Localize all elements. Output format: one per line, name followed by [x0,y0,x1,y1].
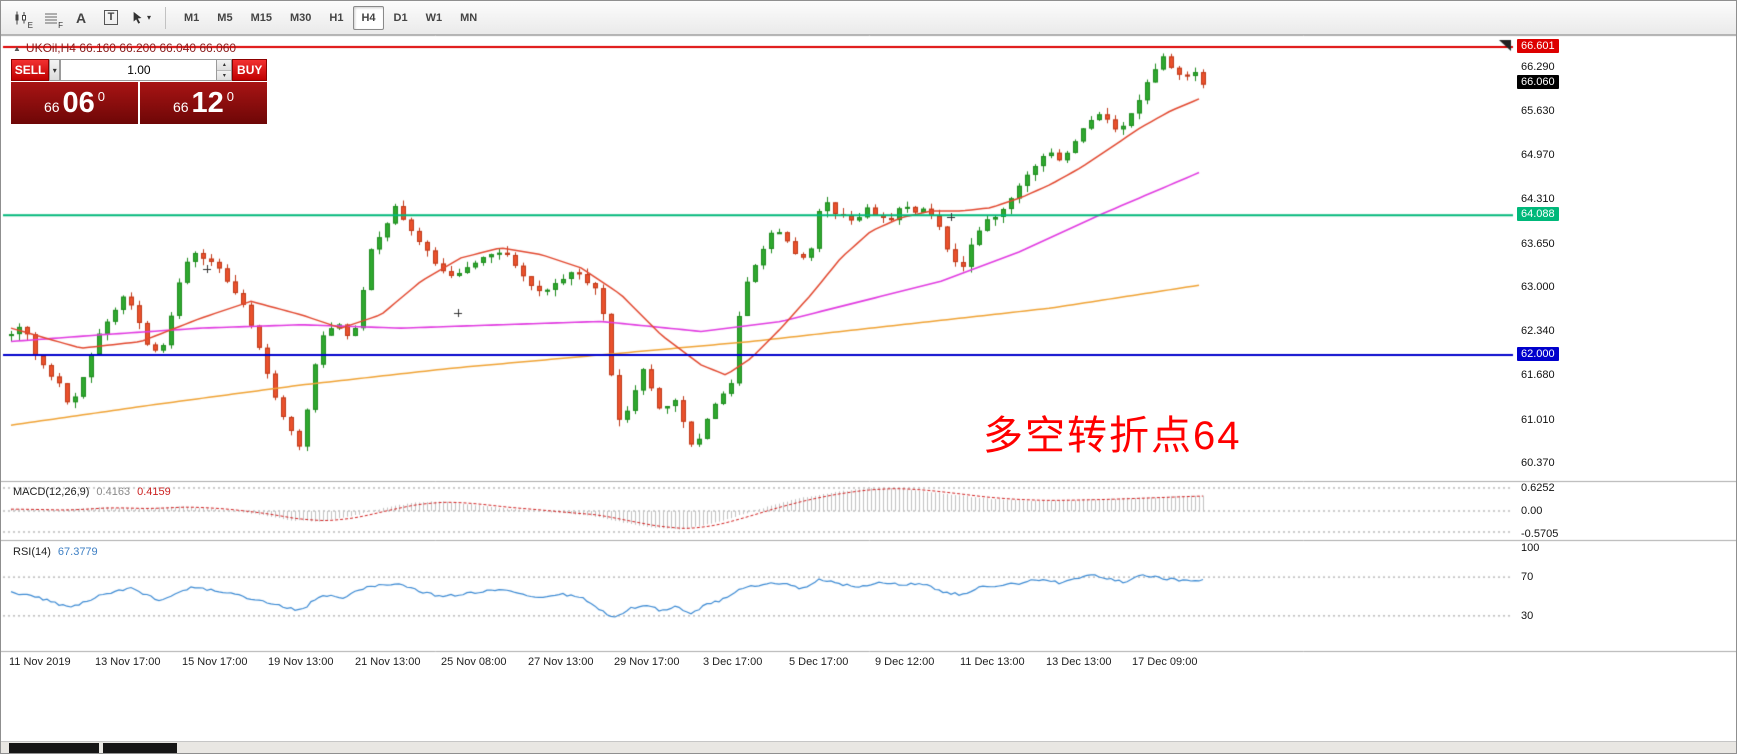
price-axis-label: 66.601 [1517,39,1559,53]
buy-button[interactable]: BUY [232,59,267,81]
volume-increase-button[interactable]: ▴ [217,60,232,71]
rsi-name: RSI(14) [13,546,51,558]
sell-price-prefix: 66 [43,98,60,115]
price-axis-label: 61.680 [1521,369,1555,381]
timeframe-toolbar: M1 M5 M15 M30 H1 H4 D1 W1 MN [176,5,485,30]
sell-button[interactable]: SELL [11,59,50,81]
timeframe-button-H4[interactable]: H4 [353,5,384,30]
ohlc-text: UKOil,H4 66.160 66.200 66.040 66.060 [25,41,237,55]
price-axis-label: 63.000 [1521,281,1555,293]
timeframe-button-M15[interactable]: M15 [250,11,272,24]
rsi-value: 67.3779 [57,546,98,558]
date-axis-label: 19 Nov 13:00 [268,656,334,668]
price-axis-label: 62.000 [1517,347,1559,361]
date-axis-label: 27 Nov 13:00 [528,656,594,668]
date-axis-label: 11 Dec 13:00 [960,656,1025,668]
timeframe-button-MN[interactable]: MN [460,11,478,24]
price-axis-label: 62.340 [1521,325,1555,337]
date-axis-label: 13 Nov 17:00 [95,656,161,668]
volume-field: ▴ ▾ [60,59,233,81]
price-axis-label: 65.630 [1521,105,1555,117]
macd-indicator-label: MACD(12,26,9) 0.4163 0.4159 [13,486,171,498]
rsi-axis-label: 30 [1521,610,1534,622]
price-axis-label: 61.010 [1521,414,1555,426]
chart-type-icon[interactable]: E [7,5,35,31]
chart-tab-2[interactable] [103,743,177,753]
buy-price-display[interactable]: 66 12 0 [140,82,267,124]
chart-canvas[interactable] [1,35,1736,753]
macd-axis-label: -0.5705 [1521,528,1559,540]
date-axis-label: 9 Dec 12:00 [875,656,935,668]
rsi-indicator-label: RSI(14) 67.3779 [13,546,98,558]
date-axis-label: 13 Dec 13:00 [1046,656,1112,668]
toolbar-separator [165,6,166,29]
price-axis-label: 66.290 [1521,61,1555,73]
text-box-icon[interactable]: T [97,5,125,31]
sell-price-big: 06 [62,86,95,119]
symbol-marker-icon: ▲ [13,43,21,53]
date-axis-label: 21 Nov 13:00 [355,656,421,668]
date-axis-label: 15 Nov 17:00 [182,656,248,668]
macd-value-main: 0.4163 [96,486,131,498]
text-label-icon[interactable]: A [75,9,87,26]
timeframe-button-M5[interactable]: M5 [217,11,233,24]
toolbar-tools: E F A T ▾ [7,5,155,31]
chart-ohlc-header: ▲ UKOil,H4 66.160 66.200 66.040 66.060 [13,41,236,55]
date-axis-label: 29 Nov 17:00 [614,656,680,668]
timeframe-button-W1[interactable]: W1 [425,11,443,24]
macd-value-signal: 0.4159 [137,486,171,498]
date-axis-label: 25 Nov 08:00 [441,656,507,668]
date-axis-label: 3 Dec 17:00 [703,656,763,668]
volume-spinners: ▴ ▾ [216,60,232,80]
chart-window: ▲ UKOil,H4 66.160 66.200 66.040 66.060 S… [1,35,1736,753]
chart-annotation-text: 多空转折点64 [983,414,1242,458]
timeframe-button-H1[interactable]: H1 [329,11,344,24]
volume-input[interactable] [61,60,217,80]
date-axis-label: 17 Dec 09:00 [1132,656,1198,668]
buy-price-prefix: 66 [172,98,189,115]
price-axis-label: 66.060 [1517,75,1559,89]
buy-price-sup: 0 [226,89,235,104]
cursor-tool-icon[interactable]: ▾ [127,5,155,31]
timeframe-button-M1[interactable]: M1 [184,11,200,24]
grid-icon[interactable]: F [37,5,65,31]
buy-price-big: 12 [191,86,224,119]
date-axis-label: 11 Nov 2019 [9,656,71,668]
trade-controls-row: SELL ▾ ▴ ▾ BUY [11,59,267,81]
bottom-bar [1,741,1736,753]
price-axis-label: 63.650 [1521,238,1555,250]
rsi-axis-label: 100 [1521,542,1540,554]
price-axis-label: 64.088 [1517,207,1559,221]
macd-axis-label: 0.00 [1521,505,1543,517]
one-click-trading-panel: SELL ▾ ▴ ▾ BUY 66 06 0 66 [11,59,267,124]
price-axis-label: 64.310 [1521,193,1555,205]
volume-decrease-button[interactable]: ▾ [217,70,232,80]
volume-dropdown-button[interactable]: ▾ [49,59,61,81]
timeframe-button-D1[interactable]: D1 [393,11,408,24]
price-axis-label: 64.970 [1521,149,1555,161]
top-toolbar: E F A T ▾ M1 M5 M15 M30 H1 H4 D1 W1 MN [1,1,1736,35]
chart-tab-1[interactable] [9,743,99,753]
price-axis-label: 60.370 [1521,457,1555,469]
trade-prices-row: 66 06 0 66 12 0 [11,82,267,124]
sell-price-display[interactable]: 66 06 0 [11,82,138,124]
macd-axis-label: 0.6252 [1521,482,1555,494]
timeframe-button-M30[interactable]: M30 [289,11,312,24]
rsi-axis-label: 70 [1521,571,1534,583]
macd-name: MACD(12,26,9) [13,486,90,498]
sell-price-sup: 0 [97,89,106,104]
date-axis-label: 5 Dec 17:00 [789,656,849,668]
